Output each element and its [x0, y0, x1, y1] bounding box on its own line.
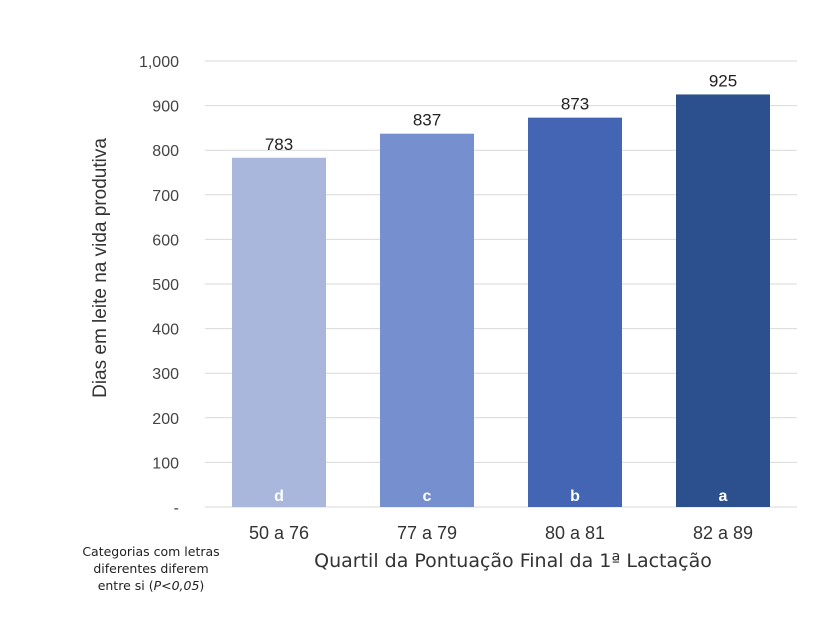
footnote-line-2: diferentes diferem	[93, 561, 209, 576]
footnote-suffix: )	[199, 578, 205, 593]
y-tick-label: -	[174, 500, 179, 517]
significance-letter: a	[719, 488, 728, 505]
significance-letter: b	[570, 488, 580, 505]
footnote-line-3: entre si (P<0,05)	[62, 577, 240, 594]
footnote-pvalue: P<0,05	[153, 578, 200, 593]
value-label: 873	[561, 95, 589, 114]
x-axis-title: Quartil da Pontuação Final da 1ª Lactaçã…	[314, 550, 712, 572]
significance-letter: d	[274, 488, 284, 505]
y-tick-label: 900	[152, 99, 179, 116]
y-axis-title: Dias em leite na vida produtiva	[90, 138, 111, 398]
y-tick-label: 1,000	[139, 54, 179, 71]
x-tick-label: 82 a 89	[693, 523, 753, 543]
y-tick-label: 200	[152, 411, 179, 428]
y-tick-label: 400	[152, 322, 179, 339]
y-tick-label: 600	[152, 232, 179, 249]
footnote-prefix: entre si (	[97, 578, 154, 593]
y-tick-label: 500	[152, 277, 179, 294]
bar	[676, 94, 770, 507]
bar	[232, 157, 326, 508]
value-label: 783	[265, 135, 293, 154]
value-label: 837	[413, 111, 441, 130]
y-tick-label: 700	[152, 188, 179, 205]
y-tick-label: 300	[152, 366, 179, 383]
bar	[528, 117, 622, 507]
y-tick-label: 100	[152, 455, 179, 472]
bar	[380, 133, 474, 507]
value-label: 925	[709, 71, 737, 90]
footnote-line-1: Categorias com letras	[82, 544, 220, 559]
x-tick-label: 77 a 79	[397, 523, 457, 543]
significance-footnote: Categorias com letras diferentes diferem…	[62, 543, 240, 594]
y-tick-label: 800	[152, 143, 179, 160]
significance-letter: c	[423, 488, 432, 505]
x-tick-label: 50 a 76	[249, 523, 309, 543]
x-tick-label: 80 a 81	[545, 523, 605, 543]
